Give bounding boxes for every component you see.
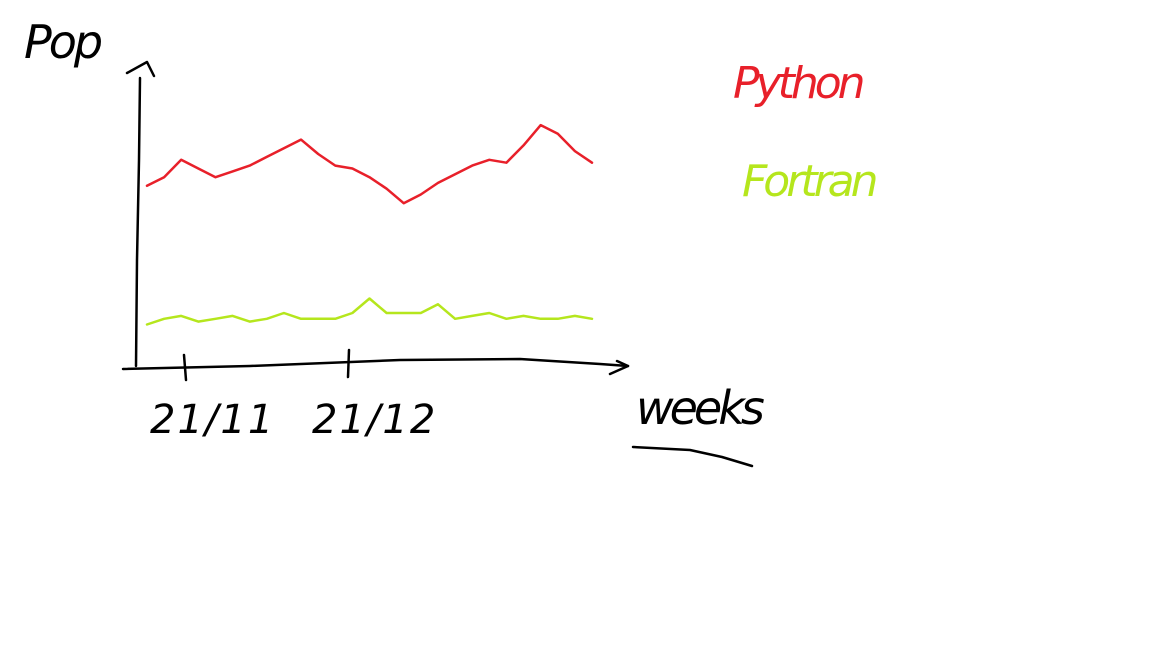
x-axis-label-underline — [631, 445, 754, 468]
x-axis-line — [121, 357, 630, 371]
x-axis-label: weeks — [636, 381, 764, 435]
series-line-python — [145, 123, 594, 205]
legend-entry-python: Python — [733, 58, 863, 109]
legend-entry-fortran: Fortran — [742, 156, 876, 207]
y-axis-arrow — [125, 60, 156, 78]
x-tick-label: 21/11 — [150, 397, 275, 443]
series-group — [145, 123, 594, 326]
x-tick-mark — [346, 348, 351, 379]
x-tick-mark — [182, 353, 188, 382]
legend: Python Fortran — [733, 58, 880, 207]
x-axis-arrow — [608, 359, 630, 376]
y-axis-line — [134, 76, 142, 368]
series-line-fortran — [145, 297, 594, 326]
y-axis-label: Pop — [24, 15, 102, 69]
x-tick-label: 21/12 — [312, 397, 437, 443]
